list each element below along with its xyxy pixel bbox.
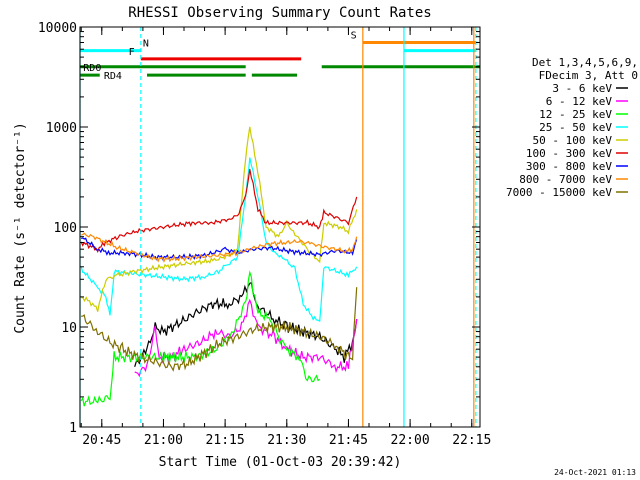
x-tick-label: 21:30 (267, 433, 306, 448)
y-tick-label: 1000 (46, 121, 77, 136)
x-tick-label: 21:15 (206, 433, 245, 448)
plot-frame (79, 26, 481, 428)
x-tick-label: 22:00 (391, 433, 430, 448)
series-line (80, 270, 321, 407)
y-tick-label: 10 (61, 321, 77, 336)
mode-label-f: F (129, 47, 135, 58)
series-line (80, 168, 358, 253)
mode-label-rd0: RD0 (83, 63, 101, 74)
legend-entry-label: 12 - 25 keV (539, 108, 612, 121)
event-markers (79, 27, 477, 427)
legend-entry-label: 50 - 100 keV (533, 134, 613, 147)
series-line (81, 126, 358, 312)
y-tick-label: 100 (54, 221, 77, 236)
legend-entry-label: 7000 - 15000 keV (506, 186, 612, 199)
series-line (134, 282, 358, 367)
legend-entry-label: 25 - 50 keV (539, 121, 612, 134)
legend-entry-label: 800 - 7000 keV (519, 173, 612, 186)
mode-label-s: S (351, 30, 357, 41)
series-line (81, 237, 358, 261)
chart-title: RHESSI Observing Summary Count Rates (128, 5, 431, 21)
mode-label-n: N (143, 39, 149, 50)
mode-label-rd4: RD4 (104, 71, 122, 82)
y-tick-label: 10000 (38, 21, 77, 36)
series-lines (80, 126, 358, 407)
axes: 20:45 21:00 21:15 21:30 21:45 22:00 22:15 1 10 10… (38, 21, 491, 448)
x-axis-label: Start Time (01-Oct-03 20:39:42) (159, 455, 402, 470)
legend-entry-label: 100 - 300 keV (526, 147, 612, 160)
legend: Det 1,3,4,5,6,9,FDecim 3, Att 03 - 6 keV… (506, 56, 638, 199)
generated-timestamp: 24-Oct-2021 01:13 (554, 468, 636, 477)
series-line (80, 232, 358, 263)
y-tick-label: 1 (69, 421, 77, 436)
series-line (81, 287, 358, 372)
series-line (80, 157, 358, 323)
x-tick-label: 21:45 (329, 433, 368, 448)
legend-entry-label: 300 - 800 keV (526, 160, 612, 173)
y-axis-label: Count Rate (s⁻¹ detector⁻¹) (13, 122, 28, 333)
legend-header-line: FDecim 3, Att 0 (539, 69, 638, 82)
x-tick-label: 22:15 (452, 433, 491, 448)
legend-entry-label: 3 - 6 keV (552, 82, 612, 95)
legend-entry-label: 6 - 12 keV (546, 95, 613, 108)
x-tick-label: 21:00 (144, 433, 183, 448)
x-tick-label: 20:45 (82, 433, 121, 448)
legend-header-line: Det 1,3,4,5,6,9, (532, 56, 638, 69)
